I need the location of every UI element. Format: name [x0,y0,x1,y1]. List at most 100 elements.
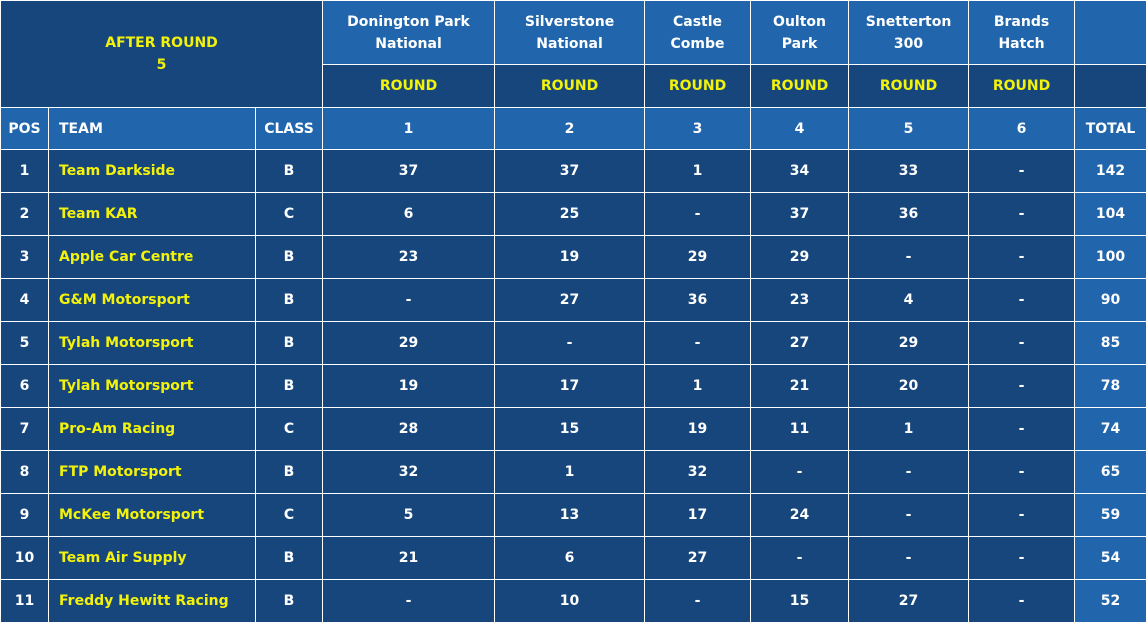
table-row: 1 Team Darkside B 37 37 1 34 33-142 [0,149,1146,193]
team-cell: Tylah Motorsport [48,364,256,408]
track-header: Silverstone National [494,0,646,65]
round-points-cell: 37 [322,149,496,193]
round-points-cell: 34 [750,149,850,193]
round-points-cell: 1 [644,364,752,408]
round-points-cell: 29 [644,235,752,279]
track-header: Snetterton 300 [848,0,970,65]
track-name-line1: Snetterton [865,13,952,30]
round-label-row: ROUND ROUND ROUND ROUND ROUND ROUND [1,64,1146,108]
total-cell: 78 [1074,364,1146,408]
track-name-line1: Brands [993,13,1050,30]
round-points-cell: - [968,536,1076,580]
class-header: CLASS [254,107,324,150]
track-name-line2: 300 [893,35,924,52]
round-points-cell: - [968,579,1076,623]
round-points-cell: 17 [494,364,646,408]
team-cell: G&M Motorsport [48,278,256,322]
round-points-cell: 21 [322,536,496,580]
after-round-cell: AFTER ROUND 5 [0,0,324,108]
round-number-header: 5 [848,107,970,150]
round-label: ROUND [322,64,496,108]
team-cell: Team KAR [48,192,256,236]
class-cell: B [254,149,324,193]
track-header: Brands Hatch [968,0,1076,65]
round-points-cell: - [322,278,496,322]
round-points-cell: 27 [750,321,850,365]
round-label-blank [1074,64,1146,108]
round-points-cell: 1 [848,407,970,451]
class-cell: B [254,278,324,322]
round-points-cell: - [968,192,1076,236]
track-name-line2: National [375,35,442,52]
round-points-cell: 37 [494,149,646,193]
round-points-cell: 24 [750,493,850,537]
team-cell: Tylah Motorsport [48,321,256,365]
round-points-cell: 36 [644,278,752,322]
round-points-cell: 15 [750,579,850,623]
pos-cell: 2 [0,192,49,236]
round-points-cell: 23 [750,278,850,322]
round-points-cell: - [644,579,752,623]
round-points-cell: 33 [848,149,970,193]
class-cell: B [254,364,324,408]
round-points-cell: - [322,579,496,623]
team-cell: Apple Car Centre [48,235,256,279]
round-points-cell: - [750,536,850,580]
table-row: 3 Apple Car Centre B 23 19 29 29- -100 [0,235,1146,279]
total-cell: 65 [1074,450,1146,494]
table-row: 9 McKee Motorsport C 5 13 17 24- -59 [0,493,1146,537]
round-number-header: 3 [644,107,752,150]
round-points-cell: - [968,235,1076,279]
track-name-line1: Donington Park [347,13,470,30]
table-row: 8 FTP Motorsport B 32 1 32- - -65 [0,450,1146,494]
round-points-cell: - [644,192,752,236]
class-cell: C [254,407,324,451]
round-points-cell: - [968,278,1076,322]
round-points-cell: 32 [322,450,496,494]
round-label: ROUND [968,64,1076,108]
round-points-cell: 37 [750,192,850,236]
column-header-row: POS TEAM CLASS 1 2 3 4 5 6 TOTAL [0,107,1146,150]
round-points-cell: 25 [494,192,646,236]
pos-cell: 9 [0,493,49,537]
round-points-cell: 13 [494,493,646,537]
round-points-cell: 19 [494,235,646,279]
team-cell: FTP Motorsport [48,450,256,494]
track-name-line2: Hatch [998,35,1045,52]
team-header: TEAM [48,107,256,150]
team-cell: Team Darkside [48,149,256,193]
pos-cell: 3 [0,235,49,279]
round-points-cell: - [848,235,970,279]
class-cell: C [254,192,324,236]
round-points-cell: 29 [750,235,850,279]
round-points-cell: 21 [750,364,850,408]
round-points-cell: - [848,536,970,580]
round-label: ROUND [750,64,850,108]
round-points-cell: - [848,493,970,537]
round-number-header: 4 [750,107,850,150]
round-points-cell: - [968,450,1076,494]
class-cell: C [254,493,324,537]
round-points-cell: 6 [322,192,496,236]
after-round-number: 5 [156,57,167,73]
pos-cell: 4 [0,278,49,322]
pos-cell: 1 [0,149,49,193]
round-points-cell: 29 [322,321,496,365]
track-name-line2: Park [781,35,818,52]
total-cell: 85 [1074,321,1146,365]
track-header: Castle Combe [644,0,752,65]
round-points-cell: 36 [848,192,970,236]
pos-cell: 11 [0,579,49,623]
round-points-cell: - [644,321,752,365]
round-points-cell: 32 [644,450,752,494]
total-cell: 100 [1074,235,1146,279]
table-row: 7 Pro-Am Racing C 28 15 19 11 1-74 [0,407,1146,451]
track-name-line1: Castle [673,13,723,30]
round-points-cell: 27 [848,579,970,623]
total-cell: 90 [1074,278,1146,322]
table-row: 2 Team KAR C 6 25-37 36-104 [0,192,1146,236]
round-label: ROUND [848,64,970,108]
round-points-cell: - [968,407,1076,451]
round-points-cell: 1 [644,149,752,193]
round-number-header: 2 [494,107,646,150]
